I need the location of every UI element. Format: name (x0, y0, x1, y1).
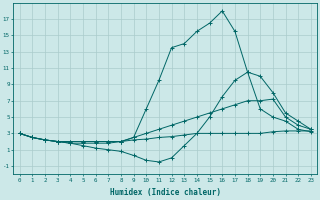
X-axis label: Humidex (Indice chaleur): Humidex (Indice chaleur) (110, 188, 221, 197)
